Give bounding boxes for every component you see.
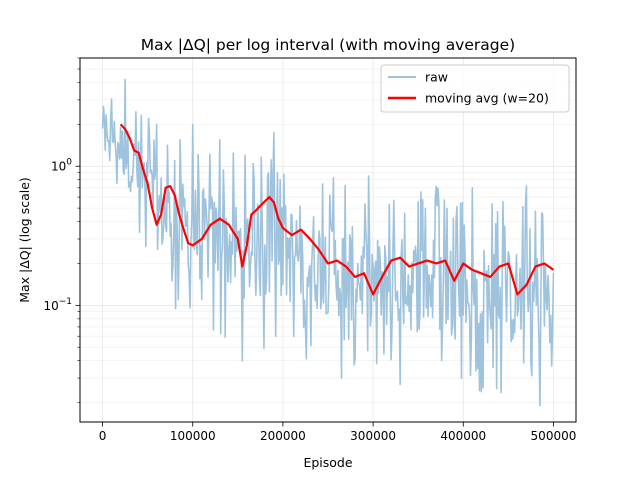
x-tick-label: 100000 [170,429,216,443]
legend: raw moving avg (w=20) [380,64,570,113]
chart-title: Max |ΔQ| per log interval (with moving a… [141,36,515,54]
x-tick-label: 500000 [531,429,577,443]
legend-label-raw: raw [425,70,448,85]
legend-box [380,64,570,113]
x-tick-label: 0 [99,429,107,443]
y-axis-label: Max |ΔQ| (log scale) [17,177,32,303]
moving-average-series [119,123,555,296]
y-tick-label: 10−1 [43,297,72,313]
x-axis-ticks: 0 100000 200000 300000 400000 500000 [99,422,577,443]
x-tick-label: 400000 [440,429,486,443]
y-tick-label: 100 [51,158,72,174]
moving-average-line [119,123,555,296]
x-axis-label: Episode [303,455,352,470]
raw-series-line [101,78,555,407]
x-tick-label: 300000 [350,429,396,443]
x-tick-label: 200000 [260,429,306,443]
y-axis-ticks: 10−1 100 [43,57,80,403]
legend-label-moving-avg: moving avg (w=20) [425,91,549,106]
plot-frame [79,57,577,423]
raw-series [101,78,555,407]
